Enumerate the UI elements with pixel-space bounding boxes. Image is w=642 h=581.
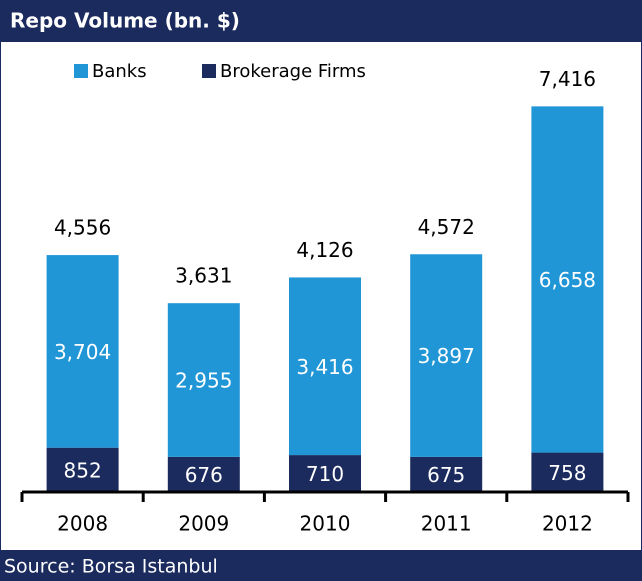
title-bar xyxy=(0,0,642,42)
x-tick-label: 2010 xyxy=(300,512,351,536)
legend-label: Banks xyxy=(92,61,147,82)
total-label: 4,572 xyxy=(418,215,475,239)
legend-label: Brokerage Firms xyxy=(220,61,366,82)
bar-segment xyxy=(531,106,604,453)
segment-label: 675 xyxy=(427,463,465,487)
segment-label: 2,955 xyxy=(175,369,232,393)
legend-swatch xyxy=(74,64,88,78)
segment-label: 758 xyxy=(548,461,586,485)
legend-swatch xyxy=(202,64,216,78)
bar-segment xyxy=(46,447,119,492)
bar-segment xyxy=(167,456,240,492)
x-tick-label: 2008 xyxy=(57,512,108,536)
segment-label: 3,704 xyxy=(54,340,111,364)
bar-segment xyxy=(46,255,119,448)
bar-segment xyxy=(410,456,483,492)
chart-title: Repo Volume (bn. $) xyxy=(10,9,240,33)
source-bar xyxy=(0,550,642,581)
segment-label: 3,416 xyxy=(296,355,353,379)
source: Source: Borsa Istanbul xyxy=(4,556,218,578)
bar-segment xyxy=(167,303,240,457)
segment-label: 676 xyxy=(185,463,223,487)
total-label: 4,126 xyxy=(296,238,353,262)
x-tick-label: 2011 xyxy=(421,512,472,536)
segment-label: 710 xyxy=(306,462,344,486)
x-tick-label: 2009 xyxy=(178,512,229,536)
segment-label: 3,897 xyxy=(418,344,475,368)
bar-segment xyxy=(531,452,604,492)
x-tick-label: 2012 xyxy=(542,512,593,536)
segment-label: 852 xyxy=(64,458,102,482)
bar-segment xyxy=(410,254,483,457)
total-label: 7,416 xyxy=(539,67,596,91)
bar-segment xyxy=(289,455,361,492)
bar-segment xyxy=(289,277,361,456)
total-label: 3,631 xyxy=(175,264,232,288)
segment-label: 6,658 xyxy=(539,268,596,292)
total-label: 4,556 xyxy=(54,216,111,240)
